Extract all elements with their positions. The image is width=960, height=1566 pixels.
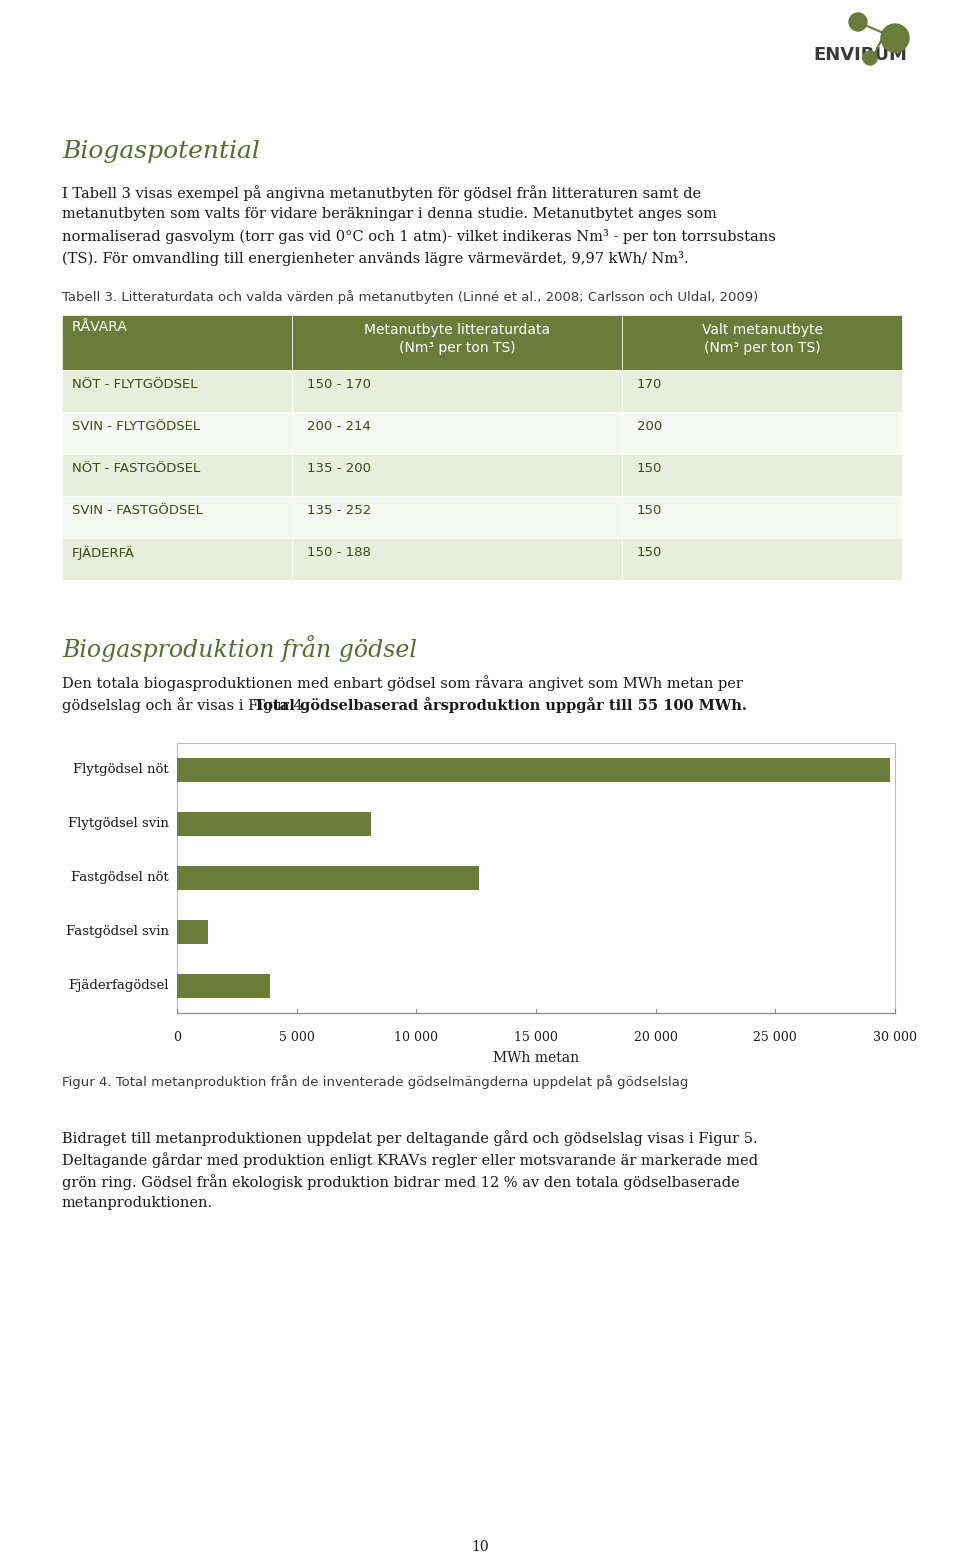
Text: 30 000: 30 000 xyxy=(873,1030,917,1045)
FancyBboxPatch shape xyxy=(292,412,622,454)
FancyBboxPatch shape xyxy=(62,496,292,539)
Text: Metanutbyte litteraturdata: Metanutbyte litteraturdata xyxy=(364,323,550,337)
Circle shape xyxy=(849,13,867,31)
FancyBboxPatch shape xyxy=(622,315,902,370)
Text: 10 000: 10 000 xyxy=(395,1030,439,1045)
Text: (TS). För omvandling till energienheter används lägre värmevärdet, 9,97 kWh/ Nm³: (TS). För omvandling till energienheter … xyxy=(62,251,688,266)
Text: 135 - 200: 135 - 200 xyxy=(307,462,371,474)
Text: 150: 150 xyxy=(637,504,662,517)
Circle shape xyxy=(863,52,877,66)
Text: 150: 150 xyxy=(637,547,662,559)
Text: 150 - 170: 150 - 170 xyxy=(307,377,371,392)
Text: NÖT - FLYTGÖDSEL: NÖT - FLYTGÖDSEL xyxy=(72,377,198,392)
Text: Deltagande gårdar med produktion enligt KRAVs regler eller motsvarande är marker: Deltagande gårdar med produktion enligt … xyxy=(62,1153,758,1168)
FancyBboxPatch shape xyxy=(62,412,292,454)
Text: normaliserad gasvolym (torr gas vid 0°C och 1 atm)- vilket indikeras Nm³ - per t: normaliserad gasvolym (torr gas vid 0°C … xyxy=(62,229,776,244)
Text: Flytgödsel nöt: Flytgödsel nöt xyxy=(73,764,169,777)
FancyBboxPatch shape xyxy=(292,496,622,539)
Text: SVIN - FLYTGÖDSEL: SVIN - FLYTGÖDSEL xyxy=(72,420,200,434)
Text: 200: 200 xyxy=(637,420,662,434)
Text: 150: 150 xyxy=(637,462,662,474)
Text: Biogaspotential: Biogaspotential xyxy=(62,139,260,163)
Text: Fastgödsel nöt: Fastgödsel nöt xyxy=(71,872,169,885)
Text: 0: 0 xyxy=(173,1030,181,1045)
FancyBboxPatch shape xyxy=(622,370,902,412)
Text: (Nm³ per ton TS): (Nm³ per ton TS) xyxy=(398,341,516,355)
Text: Flytgödsel svin: Flytgödsel svin xyxy=(68,817,169,830)
Circle shape xyxy=(881,23,909,52)
Text: ENVIRUM: ENVIRUM xyxy=(813,45,907,64)
Text: Tabell 3. Litteraturdata och valda värden på metanutbyten (Linné et al., 2008; C: Tabell 3. Litteraturdata och valda värde… xyxy=(62,290,758,304)
FancyBboxPatch shape xyxy=(177,811,371,836)
FancyBboxPatch shape xyxy=(622,496,902,539)
FancyBboxPatch shape xyxy=(622,412,902,454)
Text: grön ring. Gödsel från ekologisk produktion bidrar med 12 % av den totala gödsel: grön ring. Gödsel från ekologisk produkt… xyxy=(62,1174,740,1190)
FancyBboxPatch shape xyxy=(622,539,902,579)
Text: Total gödselbaserad årsproduktion uppgår till 55 100 MWh.: Total gödselbaserad årsproduktion uppgår… xyxy=(254,697,748,713)
Text: 200 - 214: 200 - 214 xyxy=(307,420,371,434)
Text: 25 000: 25 000 xyxy=(754,1030,797,1045)
FancyBboxPatch shape xyxy=(62,454,292,496)
FancyBboxPatch shape xyxy=(622,454,902,496)
Text: (Nm³ per ton TS): (Nm³ per ton TS) xyxy=(704,341,820,355)
FancyBboxPatch shape xyxy=(177,919,208,944)
Text: Biogasproduktion från gödsel: Biogasproduktion från gödsel xyxy=(62,634,417,662)
FancyBboxPatch shape xyxy=(177,758,890,781)
Text: Fjäderfagödsel: Fjäderfagödsel xyxy=(68,979,169,993)
Text: Den totala biogasproduktionen med enbart gödsel som råvara angivet som MWh metan: Den totala biogasproduktionen med enbart… xyxy=(62,675,743,691)
Text: 10: 10 xyxy=(471,1539,489,1553)
FancyBboxPatch shape xyxy=(292,454,622,496)
Text: RÅVARA: RÅVARA xyxy=(72,319,128,334)
Text: Bidraget till metanproduktionen uppdelat per deltagande gård och gödselslag visa: Bidraget till metanproduktionen uppdelat… xyxy=(62,1131,757,1146)
Text: 5 000: 5 000 xyxy=(278,1030,315,1045)
FancyBboxPatch shape xyxy=(177,866,478,889)
FancyBboxPatch shape xyxy=(292,539,622,579)
Text: metanutbyten som valts för vidare beräkningar i denna studie. Metanutbytet anges: metanutbyten som valts för vidare beräkn… xyxy=(62,207,717,221)
FancyBboxPatch shape xyxy=(177,742,895,1013)
Text: Figur 4. Total metanproduktion från de inventerade gödselmängderna uppdelat på g: Figur 4. Total metanproduktion från de i… xyxy=(62,1074,688,1088)
FancyBboxPatch shape xyxy=(62,315,292,370)
Text: Fastgödsel svin: Fastgödsel svin xyxy=(66,926,169,938)
FancyBboxPatch shape xyxy=(62,370,292,412)
Text: SVIN - FASTGÖDSEL: SVIN - FASTGÖDSEL xyxy=(72,504,203,517)
Text: NÖT - FASTGÖDSEL: NÖT - FASTGÖDSEL xyxy=(72,462,201,474)
FancyBboxPatch shape xyxy=(177,974,271,998)
Text: 135 - 252: 135 - 252 xyxy=(307,504,372,517)
Text: I Tabell 3 visas exempel på angivna metanutbyten för gödsel från litteraturen sa: I Tabell 3 visas exempel på angivna meta… xyxy=(62,185,701,200)
FancyBboxPatch shape xyxy=(292,370,622,412)
Text: 20 000: 20 000 xyxy=(634,1030,678,1045)
Text: 170: 170 xyxy=(637,377,662,392)
FancyBboxPatch shape xyxy=(292,315,622,370)
Text: Valt metanutbyte: Valt metanutbyte xyxy=(702,323,823,337)
Text: gödselslag och år visas i Figur 4.: gödselslag och år visas i Figur 4. xyxy=(62,697,312,713)
Text: MWh metan: MWh metan xyxy=(492,1051,579,1065)
Text: FJÄDERFÄ: FJÄDERFÄ xyxy=(72,547,134,561)
Text: 15 000: 15 000 xyxy=(514,1030,558,1045)
Text: 150 - 188: 150 - 188 xyxy=(307,547,371,559)
Text: metanproduktionen.: metanproduktionen. xyxy=(62,1196,213,1211)
FancyBboxPatch shape xyxy=(62,539,292,579)
